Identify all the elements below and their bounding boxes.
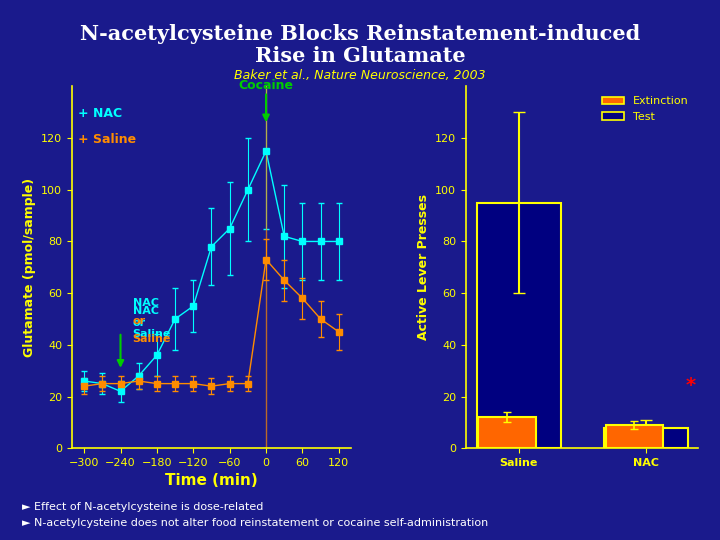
- Text: *: *: [685, 376, 696, 395]
- Text: + NAC: + NAC: [78, 107, 122, 120]
- Y-axis label: Active Lever Presses: Active Lever Presses: [417, 194, 430, 340]
- Text: Cocaine: Cocaine: [238, 78, 294, 92]
- Y-axis label: Glutamate (pmol/sample): Glutamate (pmol/sample): [22, 178, 35, 357]
- Bar: [479, 417, 536, 448]
- Bar: [477, 202, 561, 448]
- Text: Rise in Glutamate: Rise in Glutamate: [255, 46, 465, 66]
- Text: ► N-acetylcysteine does not alter food reinstatement or cocaine self-administrat: ► N-acetylcysteine does not alter food r…: [22, 518, 488, 529]
- Text: or: or: [132, 316, 145, 326]
- Legend: Extinction, Test: Extinction, Test: [597, 92, 693, 126]
- Text: Baker et al., Nature Neuroscience, 2003: Baker et al., Nature Neuroscience, 2003: [234, 69, 486, 82]
- Text: NAC: NAC: [132, 298, 158, 308]
- Text: Saline: Saline: [132, 334, 171, 344]
- Text: N-acetylcysteine Blocks Reinstatement-induced: N-acetylcysteine Blocks Reinstatement-in…: [80, 24, 640, 44]
- Text: NAC
or
Saline: NAC or Saline: [132, 306, 171, 339]
- X-axis label: Time (min): Time (min): [165, 474, 258, 489]
- Text: ► Effect of N-acetylcysteine is dose-related: ► Effect of N-acetylcysteine is dose-rel…: [22, 502, 263, 512]
- Bar: [606, 425, 663, 448]
- Bar: [604, 428, 688, 448]
- Text: + Saline: + Saline: [78, 133, 136, 146]
